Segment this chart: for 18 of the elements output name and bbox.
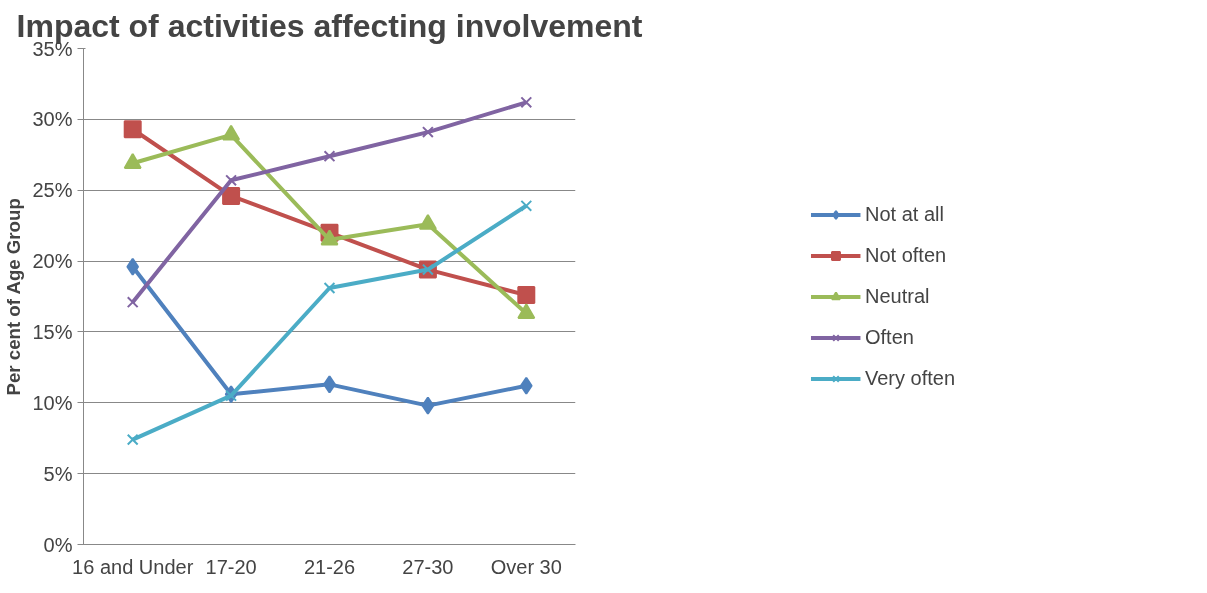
x-tick-label: 27-30 [402, 555, 454, 578]
y-tick-label: 0% [43, 533, 73, 556]
x-tick-label: 21-26 [303, 555, 356, 578]
x-tick-label: Over 30 [490, 555, 562, 578]
legend-label: Very often [864, 366, 956, 390]
x-tick-label: 16 and Under [72, 555, 194, 578]
y-tick-label: 20% [32, 250, 73, 273]
y-tick-label: 10% [32, 391, 73, 414]
y-tick-label: 5% [43, 462, 73, 485]
y-axis-title: Per cent of Age Group [3, 198, 25, 396]
legend-label: Not at all [864, 202, 944, 226]
x-tick-label: 17-20 [205, 555, 257, 578]
legend-label: Often [864, 325, 914, 349]
y-tick-label: 30% [32, 108, 73, 131]
y-tick-label: 25% [32, 179, 73, 202]
legend-label: Neutral [864, 284, 930, 308]
y-tick-label: 15% [32, 320, 73, 343]
legend-label: Not often [864, 243, 947, 267]
